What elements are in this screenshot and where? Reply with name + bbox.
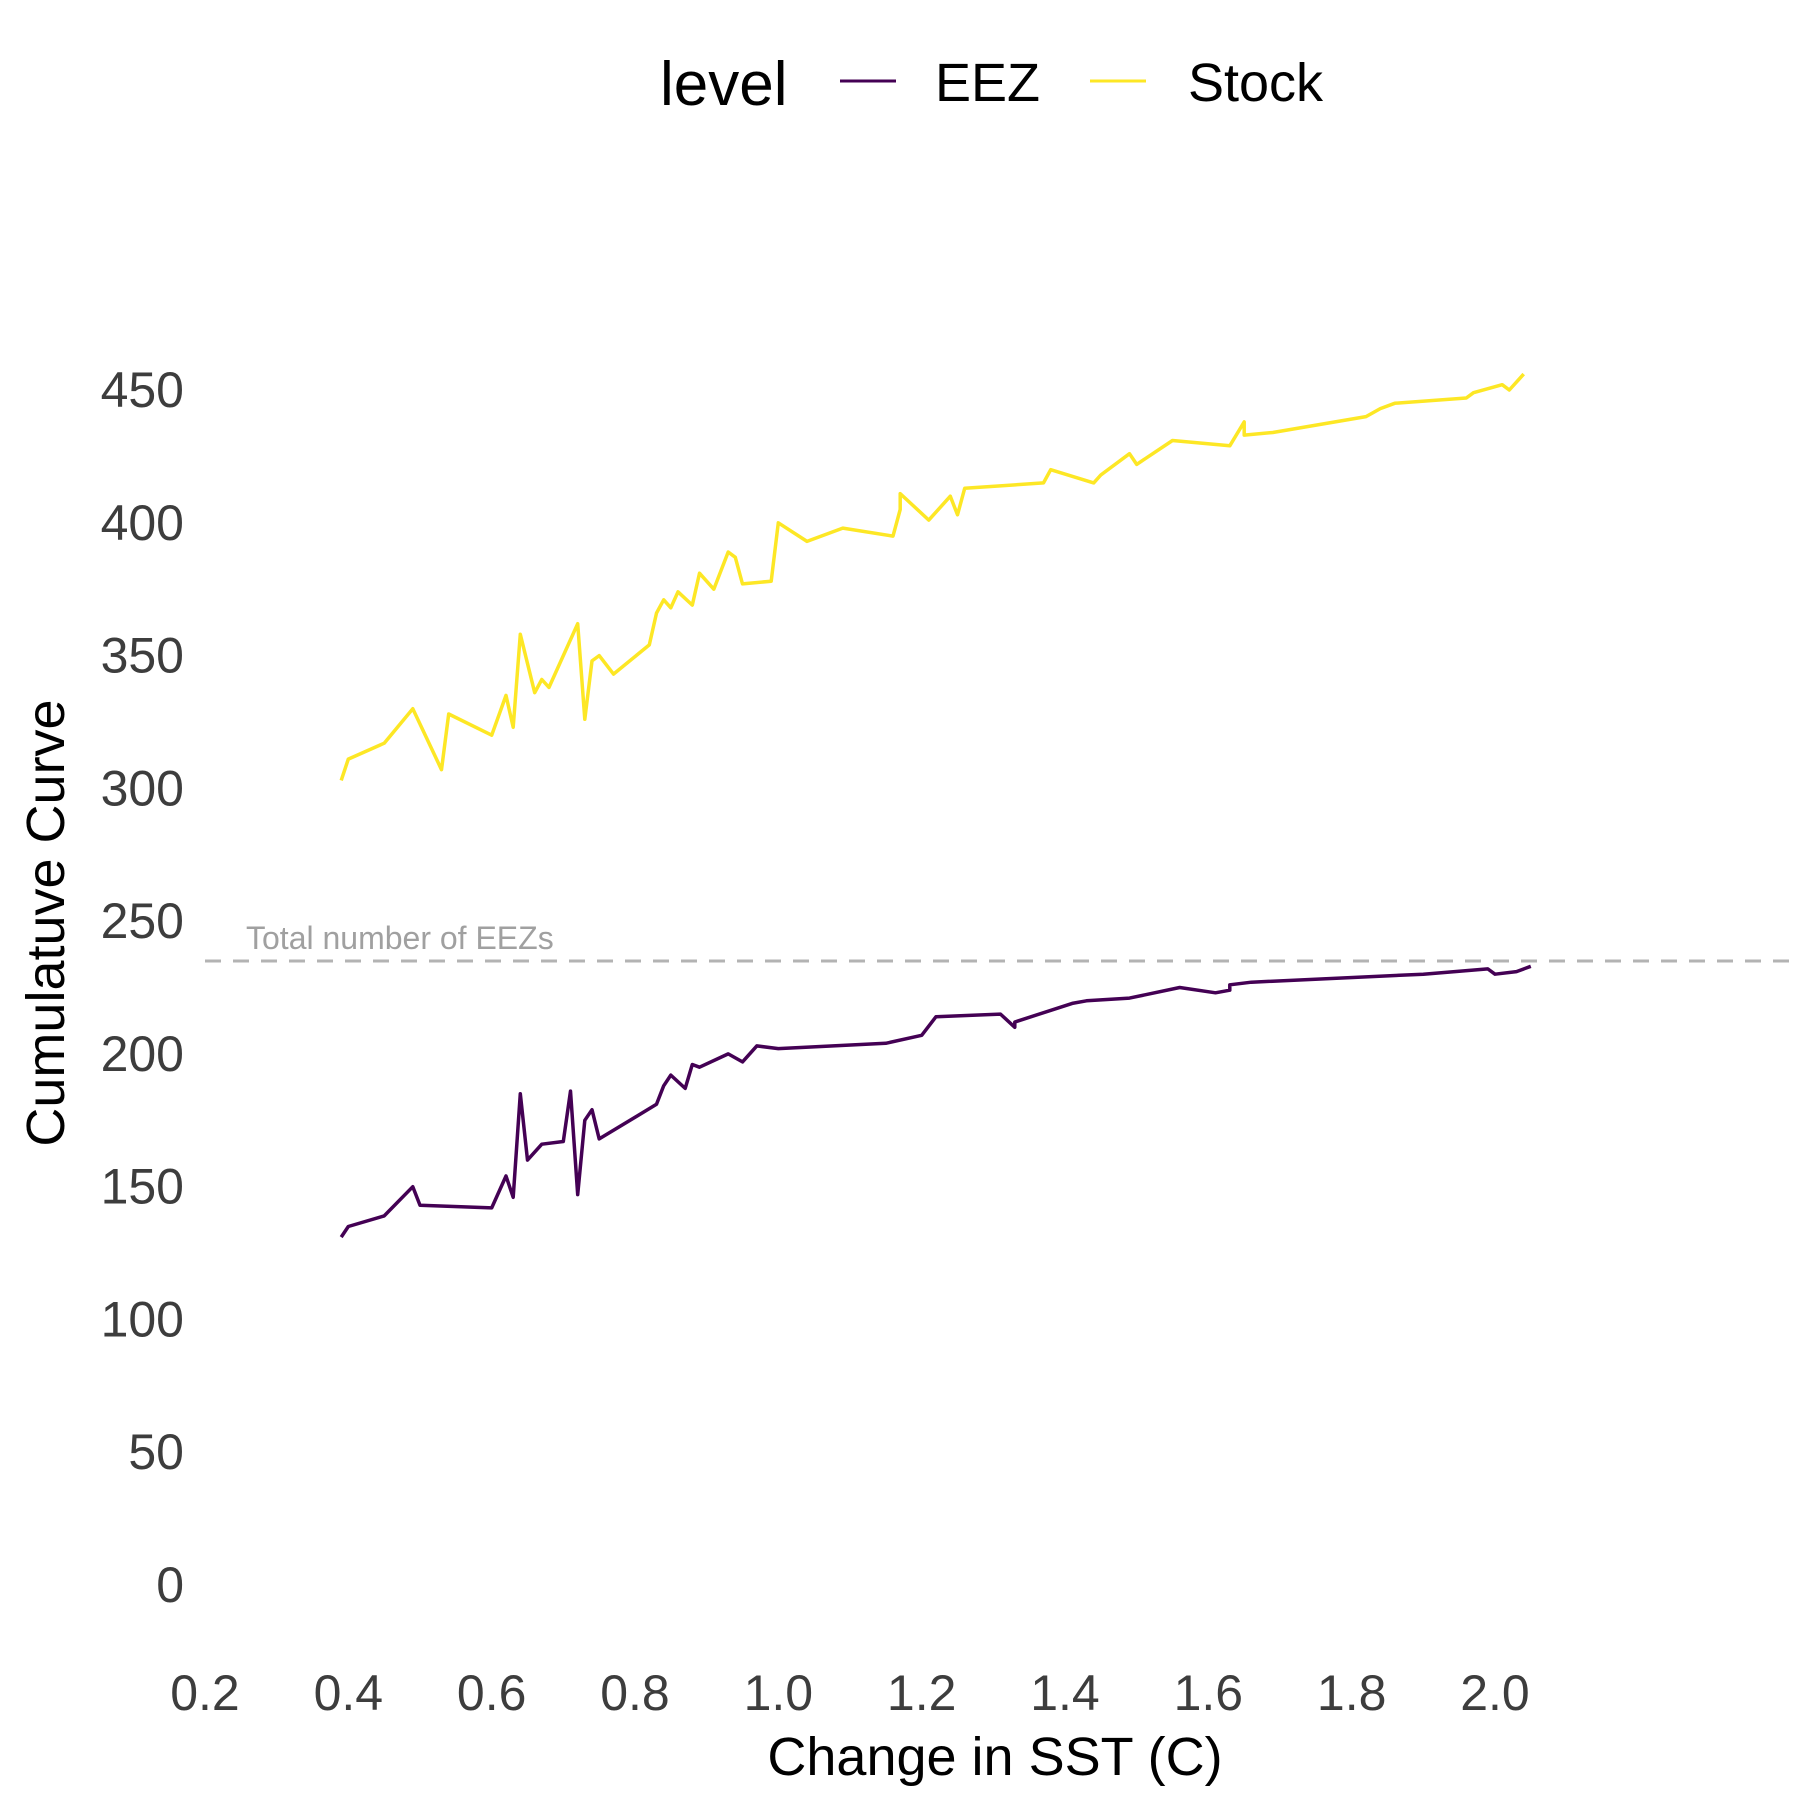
x-tick-label: 1.0	[744, 1665, 814, 1721]
reference-line-label: Total number of EEZs	[246, 920, 554, 956]
y-tick-label: 250	[101, 893, 184, 949]
x-tick-label: 2.0	[1460, 1665, 1530, 1721]
x-tick-label: 0.8	[600, 1665, 670, 1721]
x-tick-label: 0.4	[314, 1665, 384, 1721]
x-tick-label: 1.2	[887, 1665, 957, 1721]
legend-label-eez: EEZ	[935, 53, 1040, 113]
x-tick-label: 1.6	[1174, 1665, 1244, 1721]
x-axis-ticks: 0.2 0.4 0.6 0.8 1.0 1.2 1.4 1.6 1.8 2.0	[170, 1665, 1530, 1721]
series-line-eez	[339, 964, 1532, 1239]
y-axis-title: Cumulatuve Curve	[16, 699, 76, 1146]
y-tick-label: 350	[101, 628, 184, 684]
x-tick-label: 1.8	[1317, 1665, 1387, 1721]
y-tick-label: 450	[101, 362, 184, 418]
y-tick-label: 400	[101, 495, 184, 551]
legend-label-stock: Stock	[1188, 53, 1324, 113]
y-tick-label: 150	[101, 1159, 184, 1215]
y-tick-label: 0	[156, 1557, 184, 1613]
series-line-stock	[339, 372, 1525, 781]
x-axis-title: Change in SST (C)	[767, 1727, 1222, 1787]
x-tick-label: 1.4	[1030, 1665, 1100, 1721]
x-tick-label: 0.6	[457, 1665, 527, 1721]
y-tick-label: 100	[101, 1291, 184, 1347]
legend-title: level	[660, 50, 788, 119]
y-tick-label: 50	[128, 1424, 184, 1480]
y-axis-ticks: 0 50 100 150 200 250 300 350 400 450	[101, 362, 184, 1613]
x-tick-label: 0.2	[170, 1665, 240, 1721]
y-tick-label: 300	[101, 760, 184, 816]
y-tick-label: 200	[101, 1026, 184, 1082]
legend: level EEZ Stock	[660, 50, 1324, 119]
